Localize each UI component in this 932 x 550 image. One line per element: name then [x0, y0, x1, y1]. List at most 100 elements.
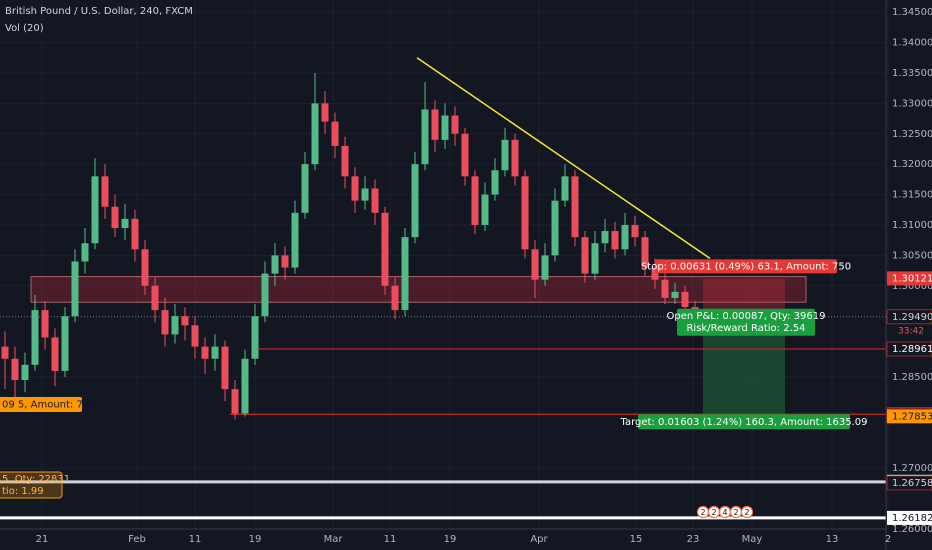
- x-tick-label: 2: [885, 534, 891, 545]
- candle-body: [241, 358, 249, 414]
- candle-body: [521, 176, 529, 250]
- ratio-label: tio: 1.99: [2, 486, 44, 497]
- zone: [30, 276, 807, 303]
- candle-body: [501, 139, 509, 171]
- x-tick-label: Feb: [128, 534, 146, 545]
- price-tag-label: 1.30121: [892, 273, 932, 284]
- y-tick-label: 1.26000: [892, 524, 932, 535]
- candle-body: [181, 316, 189, 326]
- price-tag-label: 1.26758: [892, 478, 932, 489]
- candle-body: [381, 212, 389, 286]
- price-tag: [886, 309, 932, 325]
- y-tick-label: 1.32000: [892, 159, 932, 170]
- candle-body: [651, 267, 659, 280]
- candle-body: [161, 310, 169, 335]
- candle-body: [361, 188, 369, 201]
- y-tick-label: 1.32500: [892, 129, 932, 140]
- y-tick-label: 1.33000: [892, 98, 932, 109]
- candle-body: [481, 194, 489, 225]
- price-tag-label: 1.27853: [892, 411, 932, 422]
- candle-body: [541, 255, 549, 280]
- candle-body: [41, 310, 49, 338]
- y-tick-label: 1.34000: [892, 38, 932, 49]
- candle-body: [671, 291, 679, 298]
- price-tag-label: 1.28961: [892, 344, 932, 355]
- candle-body: [561, 176, 569, 201]
- candle-body: [81, 243, 89, 262]
- candle-body: [471, 176, 479, 225]
- stop-label: Stop: 0.00631 (0.49%) 63.1, Amount: 750: [641, 261, 851, 272]
- candle-body: [351, 176, 359, 201]
- price-tag-label: 1.26182: [892, 513, 932, 524]
- qty-box: [0, 471, 63, 499]
- x-tick-label: 15: [630, 534, 643, 545]
- x-tick-label: 23: [687, 534, 700, 545]
- candle-body: [261, 273, 269, 317]
- countdown-box: [887, 324, 932, 337]
- trendline: [416, 57, 711, 260]
- y-tick-label: 1.27000: [892, 463, 932, 474]
- candle-body: [11, 358, 19, 381]
- x-tick-label: 21: [36, 534, 49, 545]
- candle-body: [301, 164, 309, 213]
- pnl-box: [677, 308, 815, 336]
- candle-body: [461, 133, 469, 177]
- candle-body: [71, 261, 79, 317]
- price-tag: [886, 341, 932, 357]
- candle-body: [621, 224, 629, 250]
- candle-body: [201, 346, 209, 359]
- price-tag: [887, 271, 932, 286]
- candle-body: [641, 237, 649, 268]
- candle-body: [291, 212, 299, 268]
- price-tag: [887, 409, 932, 424]
- candle-body: [451, 115, 459, 134]
- event-marker: [740, 505, 754, 519]
- candle-body: [421, 109, 429, 165]
- x-tick-label: 11: [189, 534, 202, 545]
- qty-label: 5, Qty: 22831: [2, 474, 70, 485]
- target-label-box: [638, 414, 850, 430]
- candle-body: [431, 109, 439, 140]
- target-label: Target: 0.01603 (1.24%) 160.3, Amount: 1…: [620, 417, 868, 428]
- candle-body: [441, 115, 449, 140]
- candle-body: [171, 316, 179, 335]
- candle-body: [51, 337, 59, 371]
- y-tick-label: 1.28500: [892, 372, 932, 383]
- x-tick-label: 19: [444, 534, 457, 545]
- candle-body: [661, 279, 669, 298]
- indicator-label: Vol (20): [5, 23, 44, 34]
- candle-body: [611, 231, 619, 250]
- candle-body: [511, 139, 519, 177]
- candle-body: [121, 218, 129, 229]
- candle-body: [491, 170, 499, 195]
- candle-body: [1, 346, 9, 359]
- event-marker-label: 2: [700, 508, 705, 517]
- y-tick-label: 1.31000: [892, 220, 932, 231]
- candle-body: [221, 346, 229, 390]
- candle-body: [91, 176, 99, 244]
- x-tick-label: 13: [826, 534, 839, 545]
- x-tick-label: May: [742, 534, 763, 545]
- candle-body: [591, 243, 599, 274]
- y-tick-label: 1.31500: [892, 190, 932, 201]
- candle-body: [231, 389, 239, 414]
- event-marker-label: 2: [733, 508, 738, 517]
- candle-body: [401, 237, 409, 311]
- pnl-label: Open P&L: 0.00087, Qty: 39619: [667, 311, 826, 322]
- candle-body: [551, 200, 559, 256]
- x-tick-label: Mar: [324, 534, 344, 545]
- x-tick-label: 11: [384, 534, 397, 545]
- candle-body: [101, 176, 109, 207]
- candle-body: [251, 316, 259, 359]
- candle-body: [391, 285, 399, 311]
- candle-body: [271, 255, 279, 274]
- candle-body: [151, 285, 159, 311]
- y-tick-label: 1.30000: [892, 281, 932, 292]
- countdown: 33:42: [898, 326, 924, 336]
- candle-body: [191, 325, 199, 347]
- y-tick-label: 1.34500: [892, 7, 932, 18]
- candle-body: [531, 249, 539, 280]
- y-tick-label: 1.33500: [892, 68, 932, 79]
